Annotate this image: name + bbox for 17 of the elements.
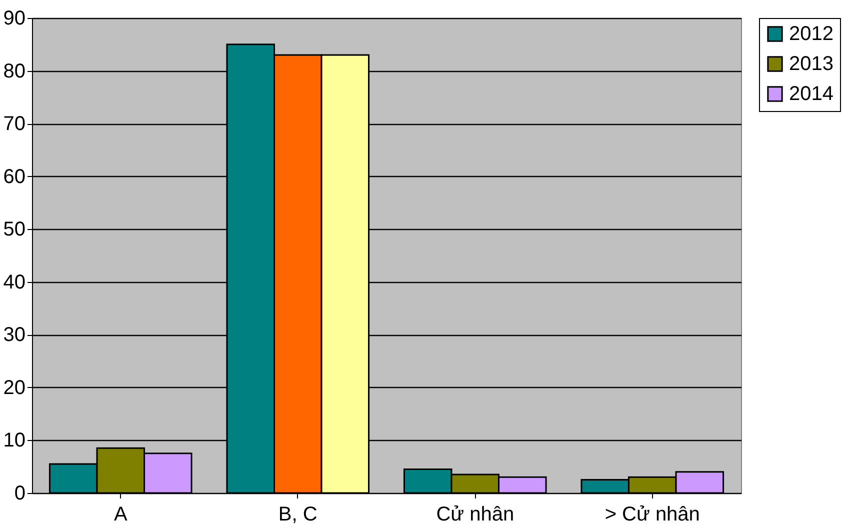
y-tick-label: 80 (3, 60, 26, 82)
y-tick-label: 60 (3, 166, 26, 188)
y-tick-label: 70 (3, 113, 26, 136)
y-tick-label: 50 (3, 218, 26, 241)
legend-label: 2013 (789, 53, 834, 75)
y-tick-label: 10 (3, 430, 26, 452)
y-tick-label: 90 (3, 8, 26, 30)
x-tick-label: B, C (278, 504, 318, 526)
x-tick-label: > Cử nhân (604, 504, 700, 526)
y-tick-label: 20 (3, 376, 26, 399)
x-tick-label: A (114, 504, 128, 526)
legend-label: 2014 (789, 83, 834, 105)
x-tick-label: Cử nhân (436, 504, 514, 526)
y-tick-label: 40 (3, 271, 26, 294)
legend-label: 2012 (789, 23, 834, 45)
y-tick-label: 0 (14, 482, 26, 504)
y-tick-label: 30 (3, 324, 26, 346)
